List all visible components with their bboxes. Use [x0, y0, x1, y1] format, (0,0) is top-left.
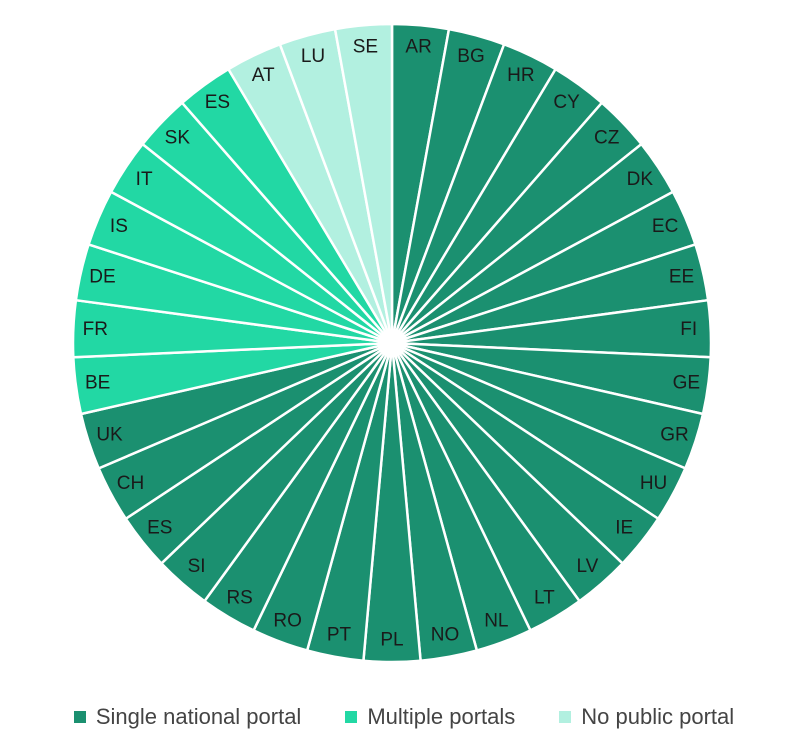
- legend: Single national portal Multiple portals No…: [0, 700, 808, 734]
- slice-label-uk: UK: [96, 424, 123, 445]
- legend-label: No public portal: [581, 704, 735, 729]
- legend-label: Multiple portals: [367, 704, 516, 729]
- legend-item-3: No public portal: [559, 704, 734, 730]
- slice-label-sk: SK: [165, 127, 191, 148]
- slice-label-fi: FI: [680, 319, 697, 340]
- pie-slices: [71, 22, 713, 664]
- slice-label-gr: GR: [660, 424, 689, 445]
- slice-label-rs: RS: [226, 587, 252, 608]
- slice-label-fr: FR: [83, 319, 108, 340]
- slice-label-lt: LT: [534, 587, 555, 608]
- slice-label-pt: PT: [327, 625, 352, 646]
- slice-label-cy: CY: [553, 92, 580, 113]
- pie-labels: AR BG HR CY CZ DK EC EE FI GE GR HU IE LV LT NL NO PL PT RO…: [83, 37, 700, 651]
- slice-label-be: BE: [85, 372, 110, 393]
- legend-swatch: [345, 711, 358, 723]
- slice-label-es: ES: [205, 92, 230, 113]
- slice-label-hr: HR: [507, 65, 534, 86]
- slice-label-is: IS: [110, 216, 128, 237]
- slice-label-bg: BG: [457, 46, 484, 67]
- slice-label-es: ES: [147, 518, 172, 539]
- pie-center: [378, 329, 406, 357]
- slice-label-hu: HU: [640, 473, 667, 494]
- legend-item-1: Single national portal: [73, 704, 302, 730]
- slice-label-cz: CZ: [594, 127, 620, 148]
- slice-label-lv: LV: [576, 556, 598, 577]
- legend-swatch: [559, 711, 572, 723]
- pie-chart: AR BG HR CY CZ DK EC EE FI GE GR HU IE LV LT NL NO PL PT RO…: [71, 22, 713, 664]
- pie-slice-se: [333, 22, 394, 345]
- slice-label-no: NO: [431, 625, 460, 646]
- slice-label-si: SI: [188, 556, 206, 577]
- slice-label-pl: PL: [380, 630, 403, 651]
- slice-label-ar: AR: [405, 37, 431, 58]
- slice-label-it: IT: [136, 169, 153, 190]
- legend-label: Single national portal: [95, 704, 302, 729]
- slice-label-ch: CH: [117, 473, 144, 494]
- legend-item-2: Multiple portals: [345, 704, 515, 730]
- slice-label-ge: GE: [673, 372, 700, 393]
- slice-label-ro: RO: [273, 611, 302, 632]
- slice-label-se: SE: [353, 37, 378, 58]
- slice-label-de: DE: [89, 266, 115, 287]
- slice-label-dk: DK: [627, 169, 654, 190]
- slice-label-at: AT: [252, 65, 275, 86]
- slice-label-ie: IE: [615, 518, 633, 539]
- slice-label-nl: NL: [484, 611, 508, 632]
- slice-label-ec: EC: [652, 216, 678, 237]
- legend-swatch: [73, 711, 86, 723]
- slice-label-lu: LU: [301, 46, 325, 67]
- slice-label-ee: EE: [669, 266, 694, 287]
